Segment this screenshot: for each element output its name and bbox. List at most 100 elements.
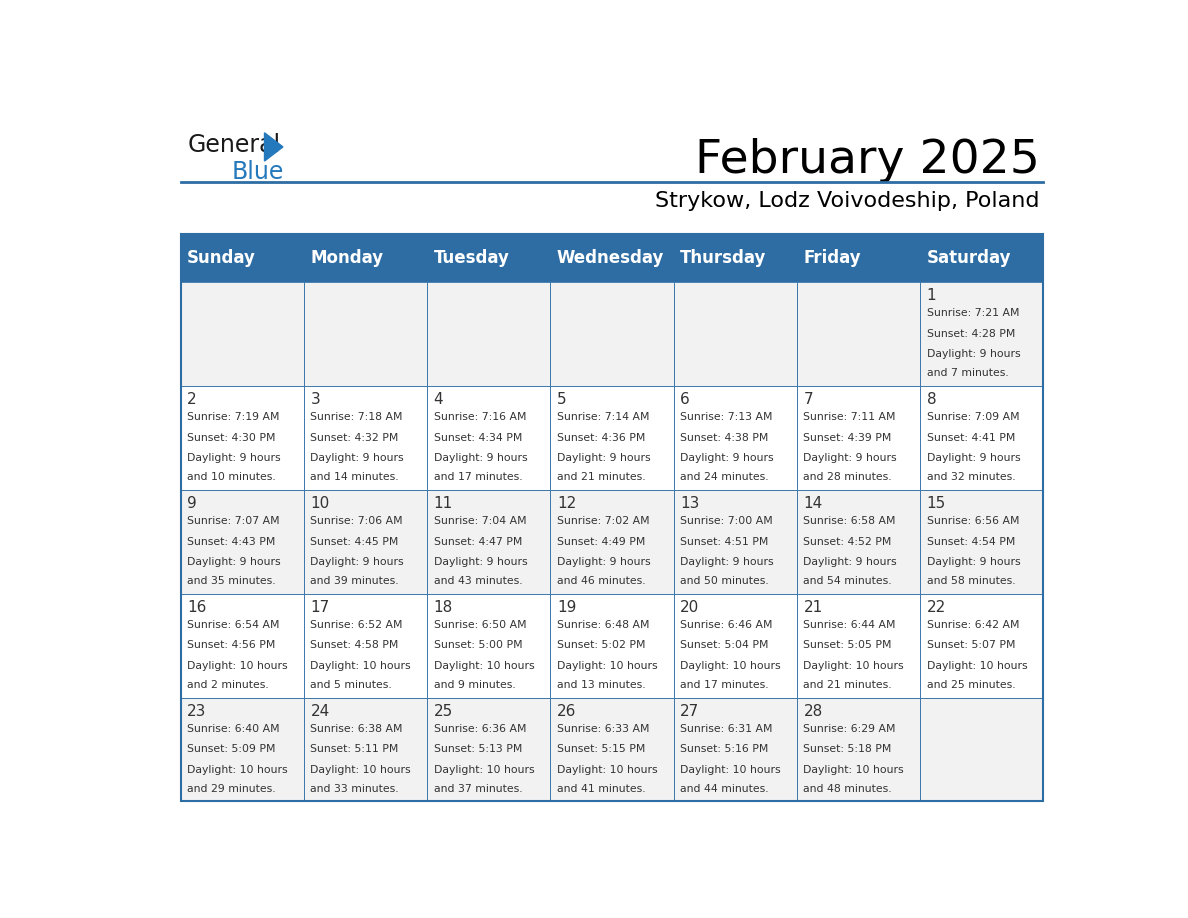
Text: Sunrise: 7:06 AM: Sunrise: 7:06 AM [310,516,403,526]
Text: and 39 minutes.: and 39 minutes. [310,576,399,586]
Text: Sunset: 5:05 PM: Sunset: 5:05 PM [803,641,892,651]
Bar [921,698,1043,801]
Text: Sunset: 5:00 PM: Sunset: 5:00 PM [434,641,523,651]
Bar [181,489,304,594]
Text: Sunrise: 7:19 AM: Sunrise: 7:19 AM [188,412,279,421]
Text: Daylight: 9 hours: Daylight: 9 hours [803,557,897,567]
Text: Sunrise: 6:29 AM: Sunrise: 6:29 AM [803,723,896,733]
Bar [550,698,674,801]
Text: 4: 4 [434,392,443,407]
Text: 18: 18 [434,599,453,615]
Text: Daylight: 10 hours: Daylight: 10 hours [927,661,1028,671]
Text: Daylight: 9 hours: Daylight: 9 hours [557,453,651,464]
Text: Thursday: Thursday [681,249,766,267]
Bar [674,594,797,698]
Text: 20: 20 [681,599,700,615]
Text: Daylight: 10 hours: Daylight: 10 hours [310,661,411,671]
Text: 19: 19 [557,599,576,615]
Text: and 33 minutes.: and 33 minutes. [310,784,399,794]
Bar [304,386,428,489]
Text: 7: 7 [803,392,813,407]
Text: Sunrise: 6:54 AM: Sunrise: 6:54 AM [188,620,279,630]
Text: and 37 minutes.: and 37 minutes. [434,784,523,794]
Text: and 32 minutes.: and 32 minutes. [927,472,1016,482]
Text: Sunset: 4:47 PM: Sunset: 4:47 PM [434,536,522,546]
Text: Sunset: 5:02 PM: Sunset: 5:02 PM [557,641,645,651]
Bar [674,698,797,801]
Text: Daylight: 9 hours: Daylight: 9 hours [681,557,773,567]
Text: Sunrise: 6:33 AM: Sunrise: 6:33 AM [557,723,650,733]
Text: Strykow, Lodz Voivodeship, Poland: Strykow, Lodz Voivodeship, Poland [656,192,1040,211]
Bar [797,282,921,386]
Text: Sunset: 5:04 PM: Sunset: 5:04 PM [681,641,769,651]
Text: and 29 minutes.: and 29 minutes. [188,784,276,794]
Text: and 50 minutes.: and 50 minutes. [681,576,769,586]
Text: Sunset: 4:39 PM: Sunset: 4:39 PM [803,432,892,442]
Text: Daylight: 10 hours: Daylight: 10 hours [310,765,411,775]
Text: Sunrise: 7:00 AM: Sunrise: 7:00 AM [681,516,773,526]
Text: and 14 minutes.: and 14 minutes. [310,472,399,482]
Text: 12: 12 [557,496,576,511]
Text: Sunset: 5:07 PM: Sunset: 5:07 PM [927,641,1015,651]
Text: Sunset: 4:41 PM: Sunset: 4:41 PM [927,432,1015,442]
Text: Daylight: 9 hours: Daylight: 9 hours [188,453,280,464]
Text: 9: 9 [188,496,197,511]
Text: Sunset: 4:58 PM: Sunset: 4:58 PM [310,641,399,651]
Text: and 58 minutes.: and 58 minutes. [927,576,1016,586]
Text: 27: 27 [681,704,700,719]
Text: Sunrise: 7:13 AM: Sunrise: 7:13 AM [681,412,772,421]
Text: Sunset: 5:18 PM: Sunset: 5:18 PM [803,744,892,755]
Text: Sunset: 5:15 PM: Sunset: 5:15 PM [557,744,645,755]
Bar [181,698,304,801]
Bar [797,489,921,594]
Text: Daylight: 9 hours: Daylight: 9 hours [434,557,527,567]
Text: 8: 8 [927,392,936,407]
Text: Sunrise: 6:50 AM: Sunrise: 6:50 AM [434,620,526,630]
Text: Monday: Monday [310,249,384,267]
Text: Daylight: 10 hours: Daylight: 10 hours [557,765,657,775]
Text: Sunset: 4:30 PM: Sunset: 4:30 PM [188,432,276,442]
Text: Sunrise: 6:40 AM: Sunrise: 6:40 AM [188,723,280,733]
Text: and 13 minutes.: and 13 minutes. [557,680,645,690]
Text: Daylight: 9 hours: Daylight: 9 hours [927,453,1020,464]
Text: and 24 minutes.: and 24 minutes. [681,472,769,482]
Bar [304,489,428,594]
Text: and 44 minutes.: and 44 minutes. [681,784,769,794]
Text: Sunset: 5:13 PM: Sunset: 5:13 PM [434,744,522,755]
Text: Sunset: 5:09 PM: Sunset: 5:09 PM [188,744,276,755]
Bar [921,282,1043,386]
Text: and 2 minutes.: and 2 minutes. [188,680,268,690]
Text: Sunset: 4:34 PM: Sunset: 4:34 PM [434,432,522,442]
Bar [181,234,1043,801]
Text: Tuesday: Tuesday [434,249,510,267]
Text: Sunset: 5:11 PM: Sunset: 5:11 PM [310,744,399,755]
Text: General: General [188,133,280,157]
Text: and 17 minutes.: and 17 minutes. [681,680,769,690]
Text: and 7 minutes.: and 7 minutes. [927,368,1009,378]
Text: Sunset: 4:28 PM: Sunset: 4:28 PM [927,329,1015,339]
Bar [550,282,674,386]
Text: Sunrise: 7:14 AM: Sunrise: 7:14 AM [557,412,650,421]
Bar [674,282,797,386]
Text: 15: 15 [927,496,946,511]
Text: Daylight: 10 hours: Daylight: 10 hours [557,661,657,671]
Text: Daylight: 9 hours: Daylight: 9 hours [557,557,651,567]
Text: and 17 minutes.: and 17 minutes. [434,472,523,482]
Bar [304,594,428,698]
Text: 14: 14 [803,496,822,511]
Text: Daylight: 9 hours: Daylight: 9 hours [434,453,527,464]
Text: Saturday: Saturday [927,249,1011,267]
Text: Sunrise: 6:42 AM: Sunrise: 6:42 AM [927,620,1019,630]
Text: Sunrise: 6:44 AM: Sunrise: 6:44 AM [803,620,896,630]
Text: Wednesday: Wednesday [557,249,664,267]
Text: Sunrise: 6:31 AM: Sunrise: 6:31 AM [681,723,772,733]
Text: Daylight: 9 hours: Daylight: 9 hours [310,453,404,464]
Text: 13: 13 [681,496,700,511]
Text: Daylight: 9 hours: Daylight: 9 hours [927,350,1020,360]
Text: Sunday: Sunday [188,249,257,267]
Text: 2: 2 [188,392,197,407]
Text: and 5 minutes.: and 5 minutes. [310,680,392,690]
Text: Sunset: 4:56 PM: Sunset: 4:56 PM [188,641,276,651]
Polygon shape [265,133,283,161]
Text: Sunrise: 6:38 AM: Sunrise: 6:38 AM [310,723,403,733]
